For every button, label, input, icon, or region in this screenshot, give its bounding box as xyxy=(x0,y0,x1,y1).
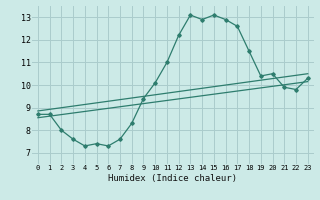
X-axis label: Humidex (Indice chaleur): Humidex (Indice chaleur) xyxy=(108,174,237,183)
